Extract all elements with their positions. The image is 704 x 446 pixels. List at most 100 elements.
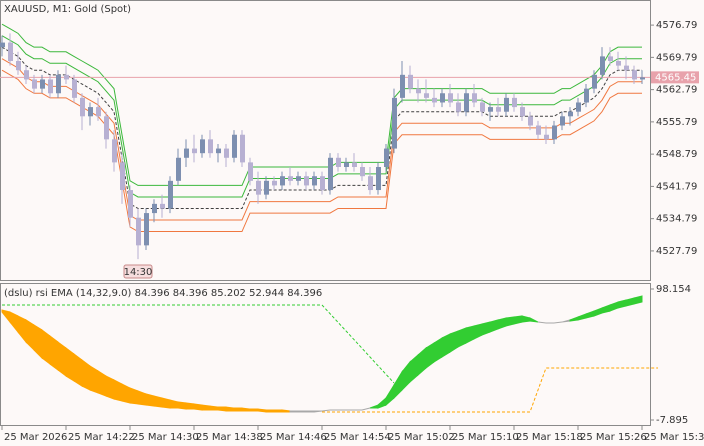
candle-body <box>632 70 637 80</box>
band-segment <box>617 299 627 309</box>
envelope-line <box>1 23 642 186</box>
band-segment <box>529 317 539 323</box>
candle-body <box>456 102 461 112</box>
candle-body <box>32 79 37 89</box>
band-segment <box>457 327 467 348</box>
y-tick-label: 4555.79 <box>656 117 697 128</box>
band-segment <box>273 409 283 413</box>
band-segment <box>233 407 243 412</box>
candle-body <box>520 107 525 117</box>
candle-body <box>328 157 333 191</box>
candle-body <box>16 61 21 71</box>
band-segment <box>209 405 219 411</box>
candle-body <box>224 148 229 158</box>
candle-body <box>240 134 245 163</box>
x-tick-label: 25 Mar 14:22 <box>68 432 135 443</box>
band-segment <box>161 397 171 409</box>
band-segment <box>177 401 187 410</box>
band-segment <box>121 383 131 404</box>
candle-body <box>80 97 85 117</box>
price-chart-title: XAUUSD, M1: Gold (Spot) <box>4 4 131 15</box>
band-segment <box>129 387 139 405</box>
candle-body <box>472 93 477 103</box>
candle-body <box>440 93 445 103</box>
band-segment <box>289 410 299 413</box>
candle-body <box>40 79 45 89</box>
candle-body <box>8 42 13 62</box>
candle-body <box>360 166 365 177</box>
band-segment <box>49 335 59 371</box>
candle-body <box>152 203 157 214</box>
band-segment <box>513 315 523 325</box>
candle-body <box>56 74 61 94</box>
candle-body <box>600 56 605 75</box>
y-tick-label: 4576.79 <box>656 20 697 31</box>
indicator-panel-frame <box>0 283 651 426</box>
candle-body <box>296 176 301 181</box>
x-tick-label: 25 Mar 14:54 <box>324 432 391 443</box>
band-segment <box>169 399 179 409</box>
band-segment <box>297 410 307 413</box>
band-segment <box>153 395 163 408</box>
band-segment <box>241 407 251 412</box>
candle-body <box>136 217 141 246</box>
last-price-box <box>651 71 699 84</box>
candle-body <box>72 79 77 98</box>
candle-body <box>408 74 413 89</box>
candle-body <box>376 166 381 191</box>
candle-body <box>576 102 581 112</box>
band-segment <box>225 406 235 412</box>
candle-body <box>352 162 357 167</box>
y-tick-label: 4562.79 <box>656 85 697 96</box>
x-tick-label: 25 Mar 15:26 <box>580 432 647 443</box>
time-annotation: 14:30 <box>124 267 153 278</box>
candle-body <box>528 116 533 126</box>
candle-body <box>112 139 117 163</box>
candle-body <box>48 79 53 94</box>
indicator-title: (dslu) rsi EMA (14,32,9.0) 84.396 84.396… <box>4 288 322 299</box>
candle-body <box>504 97 509 112</box>
y-tick-label: 4541.79 <box>656 181 697 192</box>
candle-body <box>624 65 629 71</box>
last-price-label: 4565.45 <box>655 72 696 83</box>
candle-body <box>336 157 341 167</box>
y-tick-label: 4569.79 <box>656 52 697 63</box>
candle-body <box>256 180 261 195</box>
candle-body <box>208 139 213 154</box>
candle-body <box>392 97 397 149</box>
band-segment <box>257 408 267 413</box>
time-annotation-box <box>123 264 153 279</box>
center-line <box>1 46 642 209</box>
candle-body <box>160 203 165 209</box>
band-segment <box>185 402 195 410</box>
candle-body <box>96 107 101 117</box>
y-tick-label: 4534.79 <box>656 214 697 225</box>
band-segment <box>65 346 75 382</box>
price-panel-frame <box>0 0 651 281</box>
band-segment <box>105 375 115 400</box>
band-segment <box>137 390 147 406</box>
candle-body <box>304 176 309 186</box>
candle-body <box>288 176 293 181</box>
band-segment <box>57 341 67 378</box>
candle-body <box>200 139 205 154</box>
band-segment <box>505 316 515 327</box>
candle-body <box>144 213 149 246</box>
x-tick-label: 25 Mar 15:10 <box>452 432 519 443</box>
x-tick-label: 25 Mar 15:02 <box>388 432 455 443</box>
candle-body <box>432 97 437 103</box>
candle-body <box>640 77 645 80</box>
candle-body <box>552 125 557 140</box>
candle-body <box>608 56 613 62</box>
candle-body <box>400 74 405 98</box>
candle-body <box>416 88 421 94</box>
candle-body <box>0 42 5 48</box>
band-segment <box>145 393 155 407</box>
candle-body <box>272 180 277 186</box>
level-line <box>322 367 658 413</box>
candle-body <box>496 107 501 112</box>
candle-body <box>560 116 565 126</box>
candle-body <box>384 148 389 167</box>
candle-body <box>488 107 493 112</box>
candle-body <box>368 176 373 191</box>
